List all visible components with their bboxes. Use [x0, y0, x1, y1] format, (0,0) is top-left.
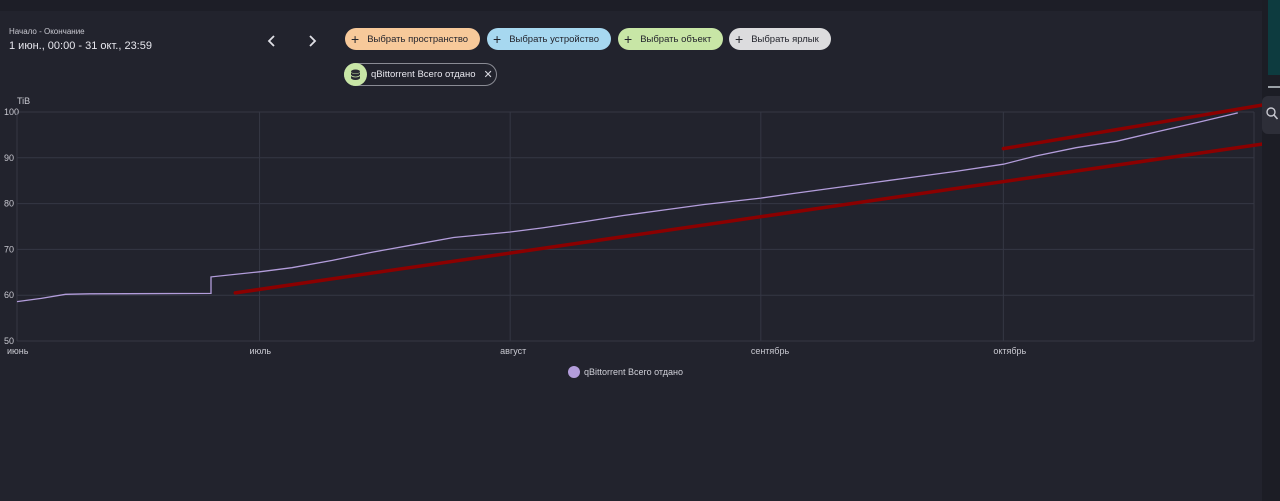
y-tick-label: 70 [4, 244, 14, 254]
x-tick-label: июль [250, 346, 272, 356]
y-tick-label: 60 [4, 290, 14, 300]
y-tick-label: 100 [4, 107, 19, 117]
select-entity-label: Выбрать объект [640, 33, 712, 45]
database-icon [344, 63, 367, 86]
chevron-left-icon [267, 35, 275, 47]
select-device-button[interactable]: + Выбрать устройство [487, 28, 611, 50]
date-range-label: Начало - Окончание [9, 27, 85, 36]
date-range-value[interactable]: 1 июн., 00:00 - 31 окт., 23:59 [9, 40, 152, 52]
previous-period-button[interactable] [263, 32, 281, 50]
line-chart: 50 60 70 80 90 100 июнь июль август сентябрь октяб… [4, 96, 1262, 356]
select-area-button[interactable]: + Выбрать пространство [345, 28, 480, 50]
y-axis-label: TiB [17, 96, 30, 106]
sidebar-accent [1268, 0, 1280, 75]
select-label-label: Выбрать ярлык [751, 33, 819, 45]
x-tick-label: октябрь [993, 346, 1026, 356]
x-tick-label: сентябрь [751, 346, 790, 356]
plus-icon: + [624, 31, 633, 47]
plus-icon: + [351, 31, 360, 47]
chart-legend[interactable]: qBittorrent Всего отдано [568, 366, 683, 378]
selected-entity-label: qBittorrent Всего отдано [371, 69, 476, 80]
top-bar [0, 0, 1262, 11]
x-tick-label: август [500, 346, 526, 356]
legend-series-label: qBittorrent Всего отдано [584, 367, 683, 377]
sidebar-tab-indicator[interactable] [1268, 86, 1280, 88]
remove-entity-icon[interactable]: ✕ [483, 69, 493, 81]
plus-icon: + [735, 31, 744, 47]
select-label-button[interactable]: + Выбрать ярлык [729, 28, 831, 50]
selected-entity-chip[interactable]: qBittorrent Всего отдано ✕ [344, 63, 497, 86]
x-tick-label: июнь [7, 346, 29, 356]
legend-series-dot [568, 366, 580, 378]
search-icon [1266, 107, 1278, 120]
y-tick-label: 80 [4, 199, 14, 209]
series-line [16, 112, 1238, 303]
next-period-button[interactable] [303, 32, 321, 50]
annotation-line [233, 142, 1262, 295]
y-tick-label: 90 [4, 153, 14, 163]
annotation-line [1001, 103, 1262, 151]
chevron-right-icon [309, 35, 317, 47]
plus-icon: + [493, 31, 502, 47]
y-tick-label: 50 [4, 336, 14, 346]
select-device-label: Выбрать устройство [509, 33, 600, 45]
select-area-label: Выбрать пространство [367, 33, 469, 45]
search-button[interactable] [1262, 96, 1280, 134]
right-sidebar [1262, 0, 1280, 501]
select-entity-button[interactable]: + Выбрать объект [618, 28, 723, 50]
